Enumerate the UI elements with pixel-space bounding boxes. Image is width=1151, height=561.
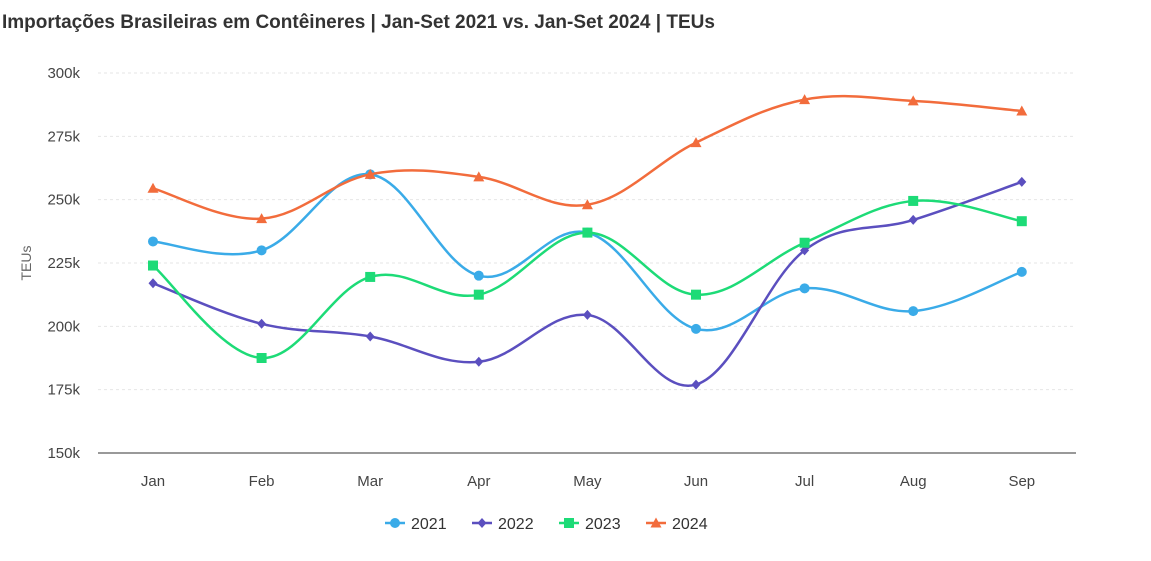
data-point <box>148 278 158 289</box>
chart-title: Importações Brasileiras em Contêineres |… <box>2 12 715 33</box>
data-point <box>147 182 159 193</box>
data-point <box>908 214 918 225</box>
data-point <box>908 195 919 206</box>
data-point <box>473 270 484 281</box>
legend-marker <box>477 518 487 528</box>
y-tick-label: 275k <box>47 128 80 145</box>
legend-label: 2022 <box>498 516 534 533</box>
legend-item-2023[interactable]: 2023 <box>559 516 621 533</box>
data-point <box>799 94 811 105</box>
data-point <box>364 168 376 179</box>
data-point <box>365 271 376 282</box>
series-2024 <box>147 94 1028 224</box>
legend-marker <box>390 518 400 528</box>
data-point <box>256 213 268 224</box>
legend-item-2024[interactable]: 2024 <box>646 516 708 533</box>
x-tick-label: Jun <box>684 473 708 490</box>
x-tick-label: Apr <box>467 473 490 490</box>
data-point <box>582 227 593 238</box>
data-point <box>256 353 267 363</box>
x-tick-label: Mar <box>357 473 383 490</box>
x-tick-label: Sep <box>1008 473 1035 490</box>
data-point <box>256 245 267 256</box>
data-point <box>799 237 810 248</box>
y-tick-label: 175k <box>47 382 80 399</box>
legend-label: 2024 <box>672 516 708 533</box>
legend-marker <box>564 518 574 528</box>
x-axis-ticks: Jan Feb Mar Apr May Jun Jul Aug Sep <box>141 473 1035 490</box>
x-tick-label: Jan <box>141 473 165 490</box>
data-point <box>148 236 158 247</box>
legend-label: 2021 <box>411 516 447 533</box>
data-point <box>581 199 593 210</box>
y-tick-label: 200k <box>47 318 80 335</box>
legend-label: 2023 <box>585 516 621 533</box>
y-axis-ticks: 150k 175k 200k 225k 250k 275k 300k <box>47 65 80 462</box>
data-point <box>582 309 592 320</box>
series-layer <box>147 94 1028 390</box>
data-point <box>474 356 484 367</box>
x-tick-label: Jul <box>795 473 814 490</box>
data-point <box>690 137 702 148</box>
data-point <box>800 245 810 256</box>
x-tick-label: May <box>573 473 602 490</box>
data-point <box>1016 105 1028 116</box>
data-point <box>691 289 701 300</box>
series-2023 <box>148 195 1027 363</box>
series-2021 <box>148 169 1027 334</box>
x-tick-label: Aug <box>900 473 927 490</box>
data-point <box>473 171 485 182</box>
data-point <box>1016 216 1027 227</box>
series-2022 <box>148 176 1027 390</box>
series-line <box>152 173 1023 332</box>
x-tick-label: Feb <box>249 473 275 490</box>
legend-marker <box>650 517 662 528</box>
legend-item-2022[interactable]: 2022 <box>472 516 534 533</box>
y-tick-label: 150k <box>47 445 80 462</box>
data-point <box>691 379 701 390</box>
data-point <box>691 323 701 334</box>
series-line <box>152 180 1023 388</box>
y-tick-label: 250k <box>47 192 80 209</box>
data-point <box>799 283 810 294</box>
data-point <box>1017 176 1027 187</box>
data-point <box>907 95 919 106</box>
data-point <box>365 331 375 342</box>
data-point <box>908 306 919 317</box>
legend-item-2021[interactable]: 2021 <box>385 516 447 533</box>
data-point <box>473 289 484 300</box>
legend: 2021 2022 2023 2024 <box>385 516 708 533</box>
y-tick-label: 225k <box>47 255 80 272</box>
data-point <box>1016 266 1027 277</box>
data-point <box>148 260 158 271</box>
y-axis-title: TEUs <box>18 246 34 281</box>
y-tick-label: 300k <box>47 65 80 82</box>
data-point <box>257 318 267 329</box>
